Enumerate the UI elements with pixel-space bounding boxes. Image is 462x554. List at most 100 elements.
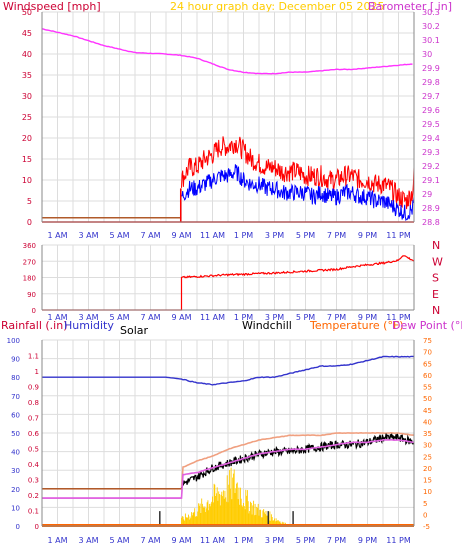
temperature-tick-label: 15 bbox=[423, 477, 432, 485]
time-tick-label: 3 AM bbox=[78, 536, 98, 545]
time-tick-label: 11 PM bbox=[386, 231, 411, 240]
humidity-tick-label: 100 bbox=[7, 337, 20, 345]
temperature-tick-label: 65 bbox=[423, 360, 432, 368]
windspeed-tick-label: 30 bbox=[22, 92, 32, 101]
windspeed-tick-label: 15 bbox=[22, 155, 32, 164]
rainfall-tick-label: 0.5 bbox=[28, 446, 39, 454]
temperature-axis-title: Temperature (°F) bbox=[309, 319, 404, 332]
time-tick-label: 9 AM bbox=[171, 231, 191, 240]
compass-tick-label: E bbox=[432, 288, 439, 301]
temperature-tick-label: 40 bbox=[423, 418, 432, 426]
gust-series bbox=[181, 136, 415, 210]
windspeed-tick-label: 25 bbox=[22, 113, 32, 122]
barometer-tick-label: 29.8 bbox=[422, 78, 440, 87]
temperature-tick-label: 45 bbox=[423, 407, 432, 415]
rainfall-axis-title: Rainfall (.in) bbox=[1, 319, 68, 332]
barometer-tick-label: 30.3 bbox=[422, 8, 440, 17]
humidity-series bbox=[42, 355, 415, 386]
rainfall-tick-label: 0.9 bbox=[28, 384, 39, 392]
rainfall-tick-label: 0.4 bbox=[28, 461, 40, 469]
time-tick-label: 3 PM bbox=[265, 231, 284, 240]
windspeed-tick-label: 0 bbox=[27, 218, 32, 227]
direction-tick-label: 90 bbox=[27, 291, 36, 299]
temperature-tick-label: 75 bbox=[423, 337, 432, 345]
compass-tick-label: W bbox=[432, 255, 443, 268]
windspeed-tick-label: 20 bbox=[22, 134, 32, 143]
direction-tick-label: 180 bbox=[23, 275, 36, 283]
windspeed-tick-label: 35 bbox=[22, 71, 32, 80]
graph-title: 24 hour graph day: December 05 2025 bbox=[170, 0, 385, 13]
barometer-tick-label: 29.5 bbox=[422, 120, 440, 129]
barometer-tick-label: 29 bbox=[422, 190, 432, 199]
time-tick-label: 7 AM bbox=[140, 313, 160, 322]
temperature-tick-label: 0 bbox=[423, 511, 427, 519]
temperature-tick-label: 55 bbox=[423, 384, 432, 392]
time-tick-label: 7 PM bbox=[327, 231, 346, 240]
time-tick-label: 9 PM bbox=[358, 231, 377, 240]
temperature-tick-label: 5 bbox=[423, 500, 427, 508]
windspeed-tick-label: 50 bbox=[22, 8, 32, 17]
humidity-axis-title: Humidity bbox=[64, 319, 114, 332]
barometer-tick-label: 30 bbox=[422, 50, 432, 59]
windspeed-tick-label: 45 bbox=[22, 29, 32, 38]
time-tick-label: 9 PM bbox=[358, 536, 377, 545]
time-tick-label: 11 AM bbox=[200, 313, 225, 322]
humidity-tick-label: 70 bbox=[11, 393, 20, 401]
rainfall-tick-label: 0.7 bbox=[28, 415, 39, 423]
time-tick-label: 5 AM bbox=[109, 536, 129, 545]
time-tick-label: 1 AM bbox=[47, 313, 67, 322]
time-tick-label: 5 PM bbox=[296, 313, 315, 322]
time-tick-label: 1 AM bbox=[47, 536, 67, 545]
temperature-tick-label: 25 bbox=[423, 453, 432, 461]
barometer-axis-title: Barometer [.in] bbox=[368, 0, 452, 13]
compass-tick-label: N bbox=[432, 239, 440, 252]
barometer-tick-label: 30.2 bbox=[422, 22, 440, 31]
time-tick-label: 7 PM bbox=[327, 536, 346, 545]
time-tick-label: 7 AM bbox=[140, 231, 160, 240]
rainfall-tick-label: 0.8 bbox=[28, 399, 39, 407]
time-tick-label: 5 PM bbox=[296, 536, 315, 545]
rainfall-tick-label: 0.6 bbox=[28, 430, 40, 438]
barometer-tick-label: 29.2 bbox=[422, 162, 440, 171]
humidity-tick-label: 40 bbox=[11, 449, 20, 457]
direction-tick-label: 270 bbox=[23, 258, 36, 266]
dewpoint-axis-title: Dew Point (°F) bbox=[392, 319, 462, 332]
temperature-tick-label: 10 bbox=[423, 488, 432, 496]
barometer-tick-label: 30.1 bbox=[422, 36, 440, 45]
rainfall-tick-label: 0.1 bbox=[28, 508, 39, 516]
time-tick-label: 7 PM bbox=[327, 313, 346, 322]
time-tick-label: 9 PM bbox=[358, 313, 377, 322]
windspeed-tick-label: 5 bbox=[27, 197, 32, 206]
time-tick-label: 3 AM bbox=[78, 313, 98, 322]
rainfall-tick-label: 1 bbox=[35, 368, 39, 376]
compass-tick-label: S bbox=[432, 272, 439, 285]
time-tick-label: 5 AM bbox=[109, 231, 129, 240]
time-tick-label: 11 PM bbox=[386, 536, 411, 545]
humidity-tick-label: 50 bbox=[11, 430, 20, 438]
time-tick-label: 7 AM bbox=[140, 536, 160, 545]
time-tick-label: 1 PM bbox=[234, 313, 253, 322]
time-tick-label: 11 AM bbox=[200, 231, 225, 240]
barometer-tick-label: 29.4 bbox=[422, 134, 440, 143]
time-tick-label: 9 AM bbox=[171, 536, 191, 545]
windspeed-axis-title: Windspeed [mph] bbox=[3, 0, 101, 13]
direction-tick-label: 360 bbox=[23, 242, 36, 250]
windchill-legend: Windchill bbox=[242, 319, 292, 332]
barometer-tick-label: 28.8 bbox=[422, 218, 440, 227]
humidity-tick-label: 60 bbox=[11, 411, 20, 419]
solar-legend: Solar bbox=[120, 324, 149, 337]
rainfall-tick-label: 0.3 bbox=[28, 477, 39, 485]
humidity-tick-label: 30 bbox=[11, 467, 20, 475]
time-tick-label: 1 AM bbox=[47, 231, 67, 240]
humidity-tick-label: 90 bbox=[11, 356, 20, 364]
time-tick-label: 3 PM bbox=[265, 536, 284, 545]
barometer-tick-label: 29.9 bbox=[422, 64, 440, 73]
barometer-series bbox=[41, 28, 413, 75]
wind-series bbox=[181, 164, 415, 222]
rainfall-tick-label: 0.2 bbox=[28, 492, 39, 500]
barometer-tick-label: 29.1 bbox=[422, 176, 440, 185]
time-tick-label: 1 PM bbox=[234, 231, 253, 240]
direction-series bbox=[42, 255, 415, 311]
